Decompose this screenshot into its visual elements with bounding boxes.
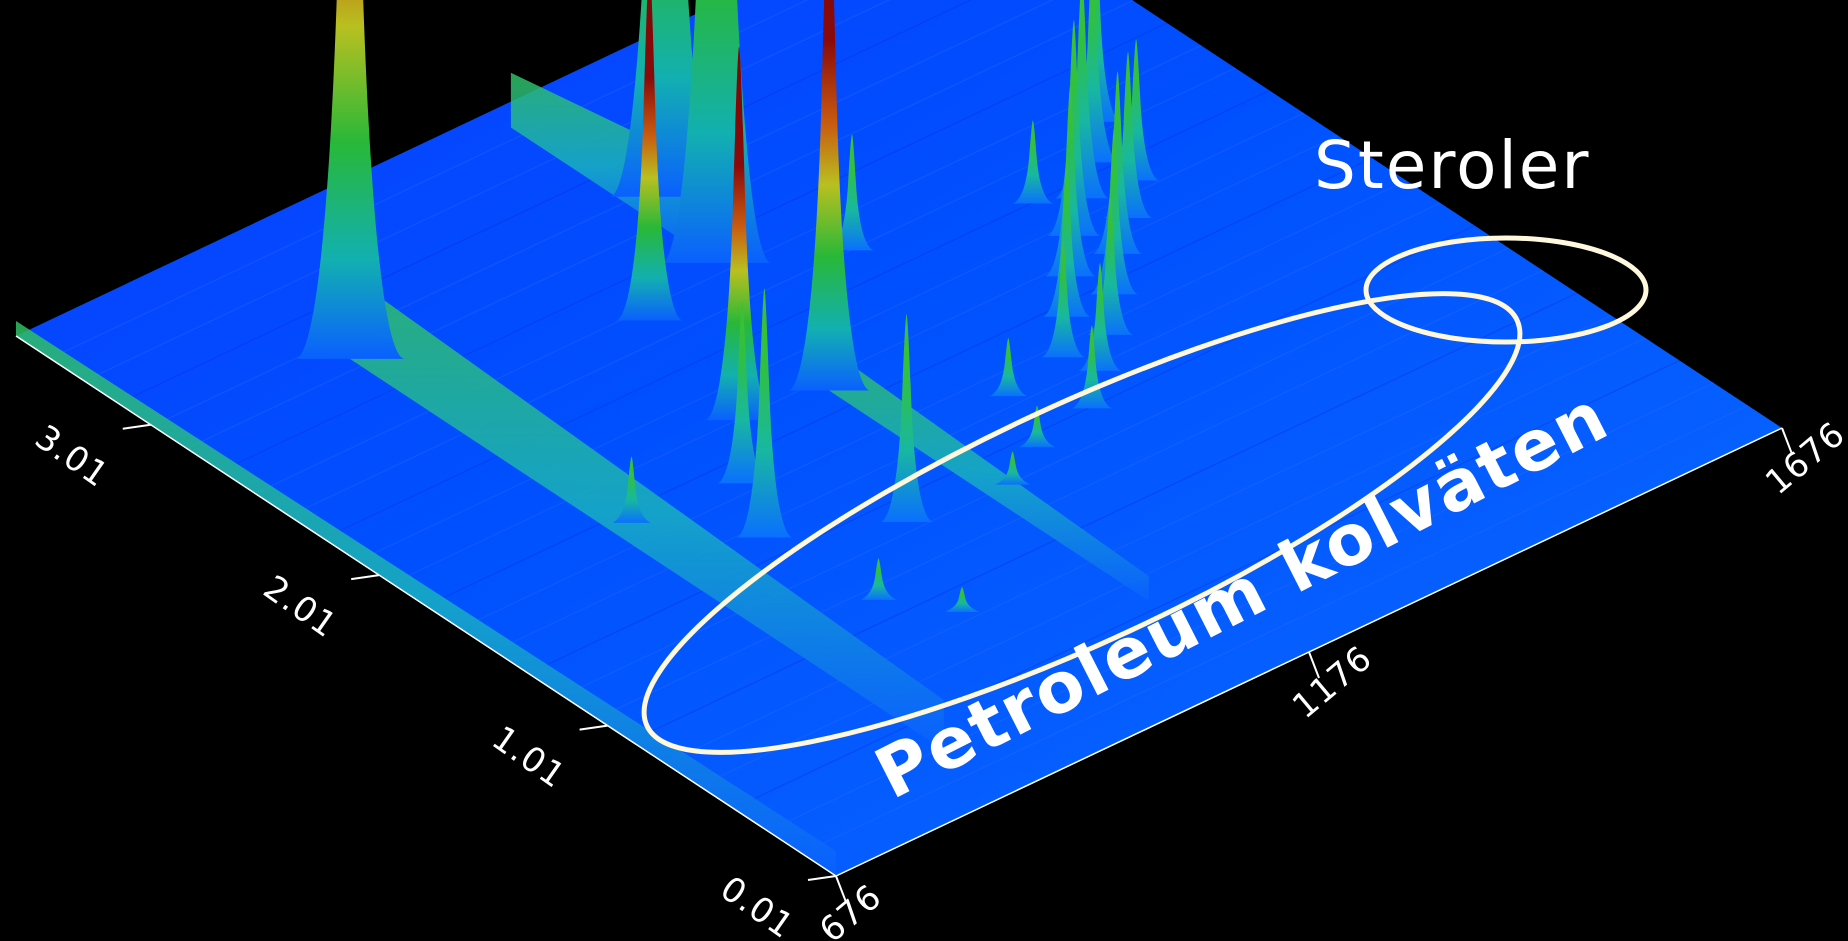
y-tick bbox=[122, 423, 151, 430]
x-tick bbox=[1781, 427, 1793, 455]
surface-peak bbox=[295, 0, 405, 359]
surface-peak bbox=[1113, 39, 1159, 181]
surface-streak bbox=[733, 359, 1680, 810]
surface-streak bbox=[596, 269, 1544, 720]
x-tick bbox=[835, 875, 847, 903]
surface-peak bbox=[1043, 159, 1091, 317]
surface-peak bbox=[1012, 120, 1053, 204]
y-tick bbox=[351, 574, 380, 581]
surface-streak bbox=[699, 337, 1646, 787]
surface-peak bbox=[1087, 193, 1134, 335]
surface-peak bbox=[944, 587, 980, 613]
y-tick bbox=[807, 875, 837, 881]
surface-peak bbox=[1078, 262, 1122, 371]
surface-peak bbox=[1092, 71, 1143, 254]
surface-peak bbox=[616, 0, 683, 321]
ridge-band bbox=[510, 72, 717, 263]
surface-base-plane bbox=[16, 0, 1782, 876]
surface-peak bbox=[994, 451, 1031, 485]
surface-peak bbox=[1019, 405, 1056, 448]
peak-layer bbox=[295, 0, 1159, 613]
surface-peak bbox=[717, 300, 768, 484]
y-tick-label: 3.01 bbox=[28, 417, 116, 495]
surface-streak bbox=[391, 134, 1339, 585]
surface-streak bbox=[801, 404, 1749, 855]
surface-peak bbox=[1055, 0, 1109, 199]
surface-peak bbox=[830, 134, 874, 251]
surface-plane bbox=[16, 0, 1782, 876]
y-tick-label: 0.01 bbox=[713, 869, 801, 941]
surface-streak bbox=[664, 314, 1612, 765]
surface-peak bbox=[1090, 128, 1138, 295]
y-tick-label: 1.01 bbox=[484, 718, 572, 796]
surface-streak bbox=[767, 382, 1714, 832]
petroleum-annotation-ellipse bbox=[641, 291, 1523, 755]
surface-peak bbox=[1104, 51, 1152, 218]
surface-streak bbox=[528, 224, 1475, 675]
surface-peak bbox=[1071, 325, 1112, 409]
y-axis-line bbox=[15, 335, 837, 877]
surface-peak bbox=[1041, 241, 1085, 358]
surface-peak bbox=[1066, 0, 1119, 163]
ridge-band bbox=[349, 275, 944, 750]
ridge-band bbox=[16, 321, 836, 876]
y-tick-label: 2.01 bbox=[256, 568, 344, 646]
ridge-layer bbox=[16, 72, 1149, 876]
surface-streak bbox=[254, 44, 1202, 495]
surface-peak bbox=[1045, 85, 1096, 277]
surface-peak bbox=[612, 456, 651, 523]
x-tick-label: 676 bbox=[812, 877, 890, 941]
surface-peak bbox=[860, 558, 897, 600]
surface-streak bbox=[630, 292, 1578, 742]
sterol-label: Steroler bbox=[1314, 127, 1591, 204]
x-tick bbox=[1308, 651, 1320, 679]
surface-streak bbox=[459, 179, 1407, 630]
surface-peak bbox=[788, 0, 870, 391]
y-tick bbox=[579, 724, 608, 731]
surface-peak bbox=[989, 338, 1028, 397]
surface-streak bbox=[562, 247, 1509, 697]
surface-peak bbox=[705, 46, 774, 421]
surface-peak bbox=[1047, 20, 1101, 236]
sterol-annotation-ellipse bbox=[1363, 235, 1649, 345]
surface-peak bbox=[880, 314, 933, 522]
surface-peak bbox=[736, 288, 793, 538]
surface-streak bbox=[425, 157, 1373, 607]
surface-streak bbox=[494, 202, 1441, 652]
